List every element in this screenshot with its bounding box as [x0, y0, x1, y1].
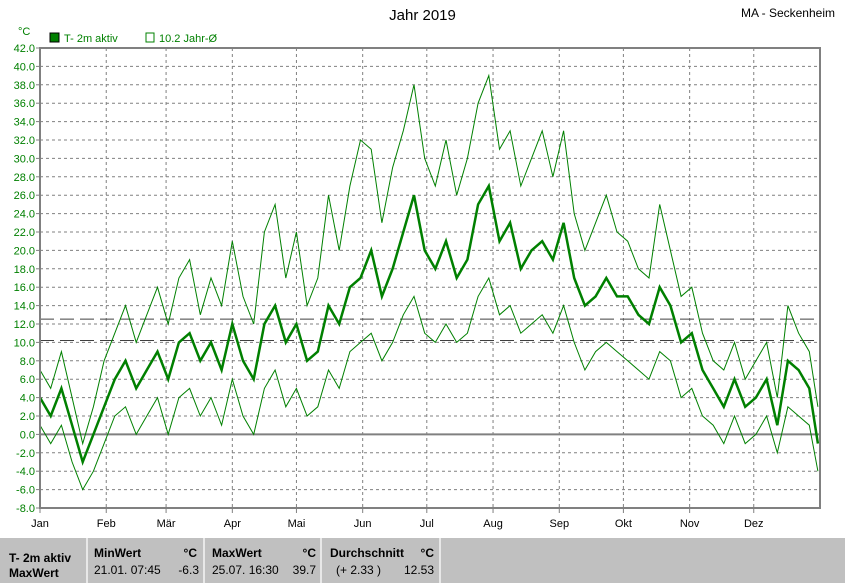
y-axis-unit: °C	[18, 26, 30, 38]
y-tick-label: -4.0	[16, 466, 35, 478]
y-tick-label: 24.0	[14, 209, 35, 221]
y-tick-label: 2.0	[20, 411, 35, 423]
min-column: MinWert °C 21.01. 07:45 -6.3	[88, 538, 205, 583]
x-tick-label: Nov	[680, 518, 700, 530]
row-label-column: T- 2m aktiv MaxWert	[0, 538, 88, 583]
x-tick-label: Okt	[615, 518, 632, 530]
x-tick-label: Aug	[483, 518, 503, 530]
y-tick-label: 0.0	[20, 429, 35, 441]
y-tick-label: 6.0	[20, 374, 35, 386]
y-tick-label: 26.0	[14, 190, 35, 202]
avg-value: 12.53	[403, 563, 434, 577]
min-unit: °C	[183, 546, 197, 560]
y-tick-label: 14.0	[14, 301, 35, 313]
x-tick-label: Jul	[420, 518, 434, 530]
y-tick-label: 10.0	[14, 337, 35, 349]
legend-label: 10.2 Jahr-Ø	[159, 33, 218, 45]
y-tick-label: 40.0	[14, 61, 35, 73]
temperature-chart: 42.0 40.0 38.0 36.0 34.0 32.0 30.0 28.0 26.0 24.0…	[14, 26, 821, 530]
x-tick-label: Jun	[354, 518, 372, 530]
station-name: MA - Seckenheim	[740, 6, 835, 20]
y-tick-label: 36.0	[14, 98, 35, 110]
y-tick-label: 28.0	[14, 172, 35, 184]
min-time: 21.01. 07:45	[94, 563, 161, 577]
x-tick-label: Apr	[224, 518, 241, 530]
y-tick-label: -2.0	[16, 448, 35, 460]
series-line-max	[39, 73, 819, 446]
y-tick-label: 4.0	[20, 393, 35, 405]
y-tick-label: 8.0	[20, 356, 35, 368]
min-header: MinWert	[94, 546, 142, 560]
max-value: 39.7	[292, 563, 316, 577]
avg-header: Durchschnitt	[330, 546, 405, 560]
x-tick-label: Feb	[97, 518, 116, 530]
series-line-mean	[38, 182, 820, 466]
max-time: 25.07. 16:30	[212, 563, 279, 577]
x-tick-label: Mai	[288, 518, 306, 530]
y-tick-label: -6.0	[16, 485, 35, 497]
y-tick-label: -8.0	[16, 503, 35, 515]
x-tick-label: Jan	[31, 518, 49, 530]
y-tick-label: 30.0	[14, 153, 35, 165]
y-tick-label: 20.0	[14, 245, 35, 257]
avg-unit: °C	[420, 546, 434, 560]
series-line-min	[39, 276, 819, 491]
y-tick-label: 16.0	[14, 282, 35, 294]
min-value: -6.3	[178, 563, 199, 577]
legend-swatch-filled	[49, 32, 60, 43]
plot-frame	[39, 47, 821, 509]
avg-diff: (+ 2.33 )	[336, 563, 382, 577]
max-header: MaxWert	[212, 546, 262, 560]
stats-panel: T- 2m aktiv MaxWert MinWert °C 21.01. 07…	[0, 538, 845, 583]
y-tick-label: 38.0	[14, 80, 35, 92]
legend-label: T- 2m aktiv	[64, 33, 118, 45]
chart-title: Jahr 2019	[389, 7, 456, 24]
x-tick-label: Mär	[157, 518, 176, 530]
x-tick-label: Dez	[744, 518, 764, 530]
y-tick-label: 34.0	[14, 117, 35, 129]
y-tick-label: 22.0	[14, 227, 35, 239]
series-label: T- 2m aktiv	[9, 551, 72, 565]
y-tick-label: 42.0	[14, 43, 35, 55]
row2-label: MaxWert	[9, 566, 59, 580]
y-tick-label: 32.0	[14, 135, 35, 147]
y-tick-label: 18.0	[14, 264, 35, 276]
max-unit: °C	[302, 546, 316, 560]
x-tick-label: Sep	[549, 518, 569, 530]
legend-swatch-empty	[145, 32, 155, 43]
avg-column: Durchschnitt °C (+ 2.33 ) 12.53	[322, 538, 441, 583]
max-column: MaxWert °C 25.07. 16:30 39.7	[205, 538, 322, 583]
y-tick-label: 12.0	[14, 319, 35, 331]
